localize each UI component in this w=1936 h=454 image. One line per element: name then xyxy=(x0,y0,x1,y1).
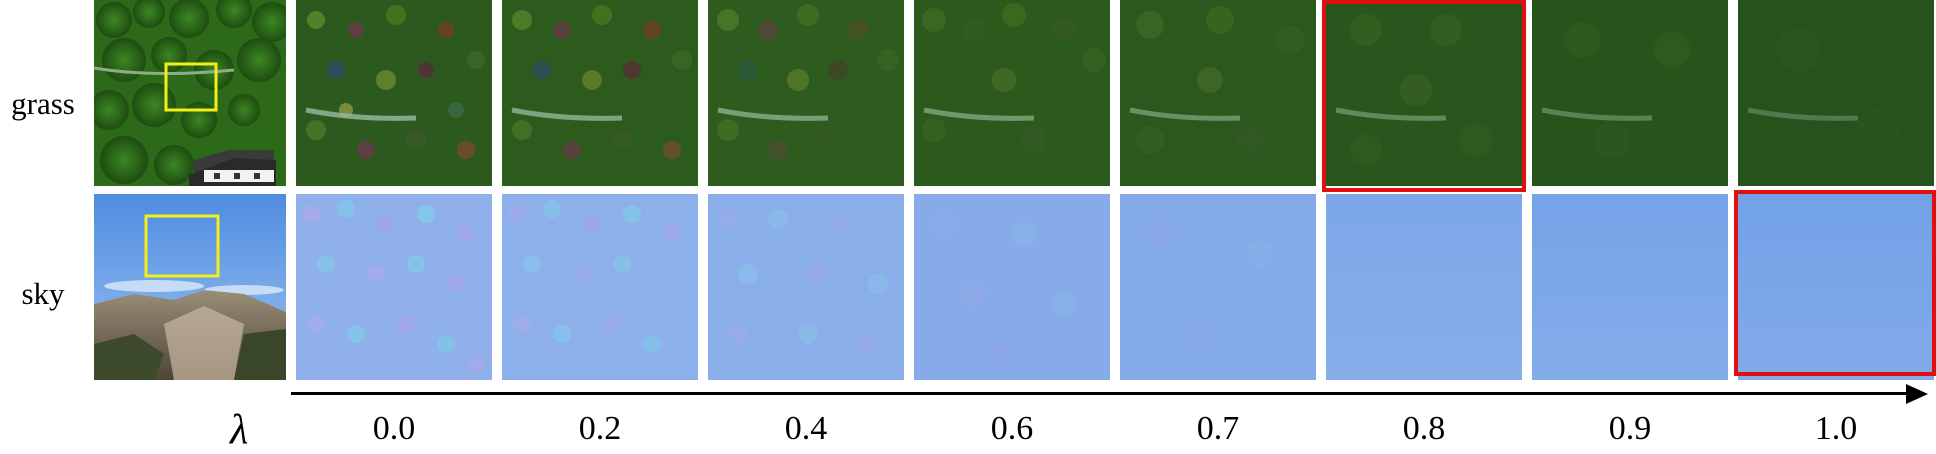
grass-tile-lambda-0.2 xyxy=(502,0,698,186)
grass-tile-lambda-0.8 xyxy=(1326,0,1522,186)
sky-overview-image xyxy=(94,194,286,380)
grass-tile-lambda-0.9 xyxy=(1532,0,1728,186)
tick-label: 1.0 xyxy=(1814,410,1858,447)
sky-tile-lambda-0.8 xyxy=(1326,194,1522,380)
tick-label: 0.8 xyxy=(1402,410,1446,447)
lambda-axis-arrowhead xyxy=(1906,384,1928,404)
grass-tile-lambda-0.0 xyxy=(296,0,492,186)
row-label-sky: sky xyxy=(21,276,65,311)
grass-tile-lambda-1.0 xyxy=(1738,0,1934,186)
lambda-symbol: λ xyxy=(230,407,249,453)
sky-tile-lambda-0.7 xyxy=(1120,194,1316,380)
tick-label: 0.4 xyxy=(784,410,828,447)
tick-label: 0.0 xyxy=(372,410,416,447)
sky-tile-lambda-0.4 xyxy=(708,194,904,380)
grass-tile-lambda-0.7 xyxy=(1120,0,1316,186)
sky-tile-lambda-1.0 xyxy=(1738,194,1934,380)
tick-label: 0.2 xyxy=(578,410,622,447)
sky-tile-lambda-0.2 xyxy=(502,194,698,380)
lambda-axis-line xyxy=(291,392,1911,395)
row-label-grass: grass xyxy=(11,86,75,121)
sky-tile-lambda-0.0 xyxy=(296,194,492,380)
grass-overview-image xyxy=(94,0,286,186)
tick-label: 0.7 xyxy=(1196,410,1240,447)
tick-label: 0.9 xyxy=(1608,410,1652,447)
grass-tile-lambda-0.6 xyxy=(914,0,1110,186)
grass-tile-lambda-0.4 xyxy=(708,0,904,186)
tick-label: 0.6 xyxy=(990,410,1034,447)
sky-tile-lambda-0.6 xyxy=(914,194,1110,380)
sky-tile-lambda-0.9 xyxy=(1532,194,1728,380)
